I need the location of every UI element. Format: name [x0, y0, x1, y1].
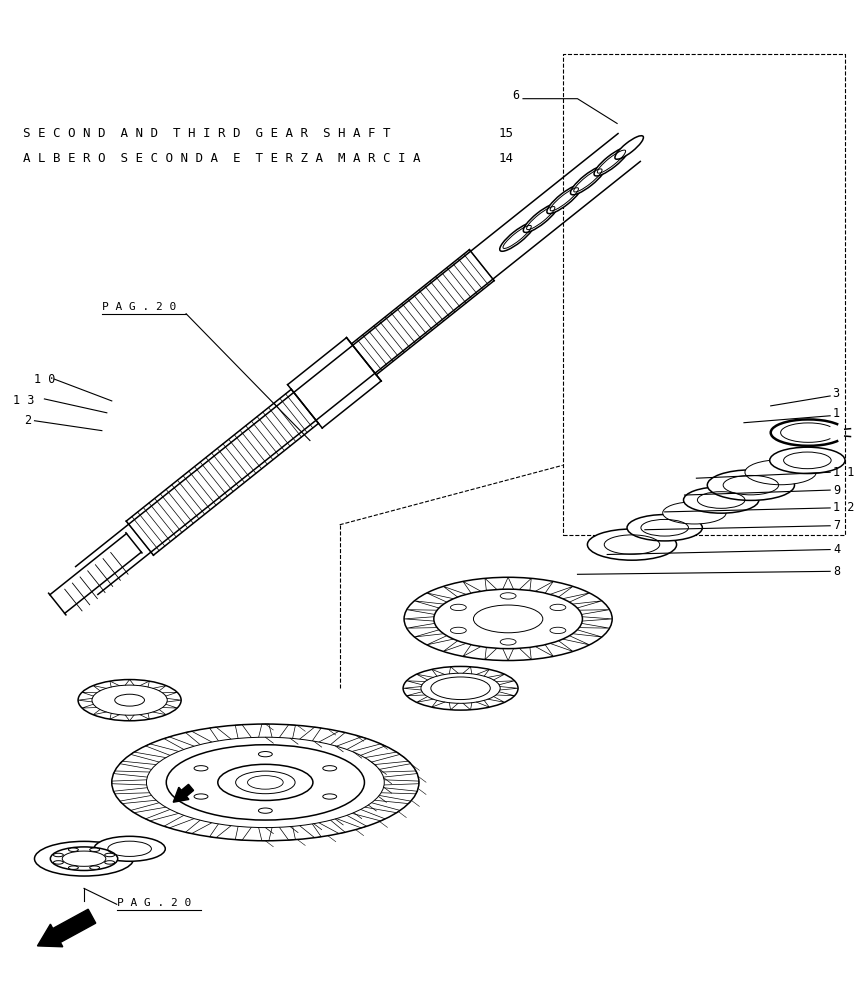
Ellipse shape [431, 677, 490, 700]
Text: 9: 9 [833, 484, 840, 497]
Text: 1 1: 1 1 [833, 466, 855, 479]
Ellipse shape [69, 848, 78, 851]
Ellipse shape [258, 752, 273, 757]
Ellipse shape [218, 764, 313, 800]
Text: 1 3: 1 3 [13, 394, 34, 407]
Ellipse shape [322, 794, 336, 799]
Ellipse shape [615, 136, 643, 159]
Text: 14: 14 [498, 152, 513, 165]
Ellipse shape [500, 223, 535, 251]
Ellipse shape [684, 487, 759, 513]
Ellipse shape [69, 866, 78, 869]
Text: 2: 2 [25, 414, 32, 427]
Ellipse shape [112, 724, 419, 841]
Ellipse shape [89, 848, 100, 851]
Ellipse shape [105, 861, 114, 864]
Ellipse shape [114, 694, 144, 706]
Ellipse shape [89, 866, 100, 869]
Text: 7: 7 [833, 519, 840, 532]
Ellipse shape [663, 502, 726, 524]
Ellipse shape [707, 470, 795, 500]
Text: P A G . 2 0: P A G . 2 0 [101, 302, 176, 312]
Ellipse shape [587, 529, 677, 560]
Ellipse shape [433, 589, 582, 649]
Ellipse shape [94, 836, 165, 861]
Ellipse shape [404, 577, 612, 661]
Ellipse shape [194, 794, 208, 799]
FancyArrow shape [38, 909, 95, 947]
Text: 1: 1 [832, 407, 839, 420]
Text: 3: 3 [832, 387, 839, 400]
Ellipse shape [105, 853, 114, 857]
Ellipse shape [51, 847, 118, 870]
Ellipse shape [403, 666, 518, 710]
Text: 6: 6 [512, 89, 519, 102]
Ellipse shape [194, 766, 208, 771]
Ellipse shape [770, 447, 845, 474]
Ellipse shape [53, 861, 64, 864]
Ellipse shape [34, 841, 133, 876]
Ellipse shape [627, 515, 703, 541]
FancyArrow shape [173, 784, 194, 802]
Ellipse shape [322, 766, 336, 771]
Ellipse shape [594, 147, 629, 176]
Ellipse shape [166, 745, 365, 820]
Text: 1 0: 1 0 [34, 373, 56, 386]
Ellipse shape [146, 737, 384, 828]
Ellipse shape [547, 185, 581, 214]
Ellipse shape [523, 204, 558, 232]
Text: 1 2: 1 2 [833, 501, 855, 514]
Text: 4: 4 [833, 543, 840, 556]
Text: P A G . 2 0: P A G . 2 0 [117, 898, 191, 908]
Ellipse shape [53, 853, 64, 857]
Ellipse shape [745, 460, 816, 485]
Text: 15: 15 [498, 127, 513, 140]
Text: A L B E R O  S E C O N D A  E  T E R Z A  M A R C I A: A L B E R O S E C O N D A E T E R Z A M … [22, 152, 420, 165]
Text: 8: 8 [833, 565, 840, 578]
Ellipse shape [258, 808, 273, 813]
Ellipse shape [570, 166, 605, 195]
Ellipse shape [78, 680, 181, 721]
Text: S E C O N D  A N D  T H I R D  G E A R  S H A F T: S E C O N D A N D T H I R D G E A R S H … [22, 127, 390, 140]
